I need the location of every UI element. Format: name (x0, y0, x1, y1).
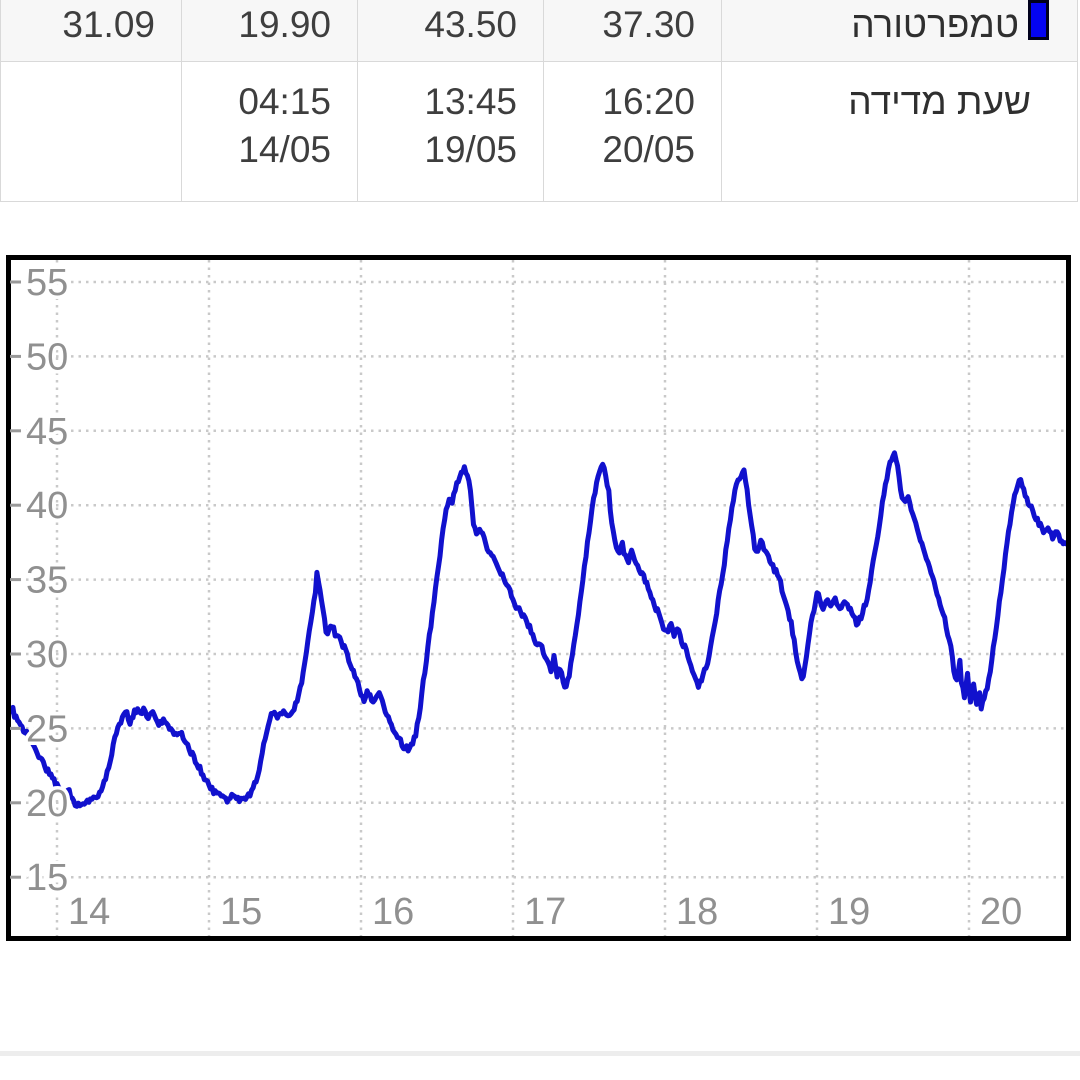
plot-border (6, 255, 1071, 941)
measure-time-current (1, 62, 182, 201)
measure-time-row-header: שעת מדידה (722, 62, 1077, 201)
temperature-series-line (11, 450, 1066, 809)
measure-time-min: 04:15 14/05 (182, 62, 358, 201)
y-tick-label: 50 (26, 336, 68, 378)
y-tick-label: 55 (26, 262, 68, 304)
x-tick-label: 19 (828, 891, 870, 933)
y-tick-label: 30 (26, 634, 68, 676)
measure-time-label: שעת מדידה (848, 81, 1031, 122)
y-tick-label: 20 (26, 783, 68, 825)
x-tick-label: 20 (980, 891, 1022, 933)
measure-time-max: 13:45 19/05 (358, 62, 544, 201)
bottom-divider (0, 1051, 1080, 1056)
temperature-chart[interactable]: 15 20 25 30 35 40 45 50 55 14 15 16 17 18 19 20 (6, 255, 1071, 941)
x-tick-label: 17 (524, 891, 566, 933)
y-tick-label: 15 (26, 857, 68, 899)
summary-table: 31.09 19.90 43.50 37.30 טמפרטורה 04:15 1… (0, 0, 1078, 202)
y-tick-label: 45 (26, 411, 68, 453)
x-tick-label: 14 (68, 891, 110, 933)
temperature-row-header: טמפרטורה (722, 0, 1077, 61)
temperature-value-max: 43.50 (358, 0, 544, 61)
y-tick-label: 25 (26, 708, 68, 750)
x-tick-label: 18 (676, 891, 718, 933)
y-tick-label: 40 (26, 485, 68, 527)
temperature-value-last: 37.30 (544, 0, 722, 61)
measure-time-row: 04:15 14/05 13:45 19/05 16:20 20/05 שעת … (1, 62, 1077, 201)
temperature-value-current: 31.09 (1, 0, 182, 61)
x-tick-label: 15 (220, 891, 262, 933)
x-tick-label: 16 (372, 891, 414, 933)
y-axis-ticks (10, 280, 21, 879)
y-tick-label: 35 (26, 560, 68, 602)
measure-time-last: 16:20 20/05 (544, 62, 722, 201)
temperature-label: טמפרטורה (851, 4, 1019, 45)
temperature-legend-swatch (1028, 0, 1049, 40)
gridlines (11, 260, 1066, 936)
temperature-row: 31.09 19.90 43.50 37.30 טמפרטורה (1, 0, 1077, 62)
temperature-value-min: 19.90 (182, 0, 358, 61)
